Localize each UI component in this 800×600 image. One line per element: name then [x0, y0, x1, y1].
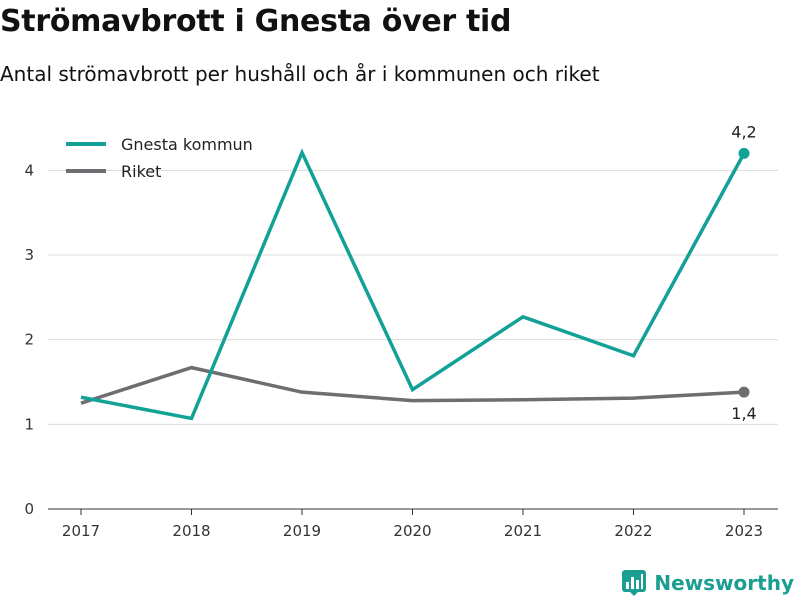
y-tick-label: 2 — [24, 331, 34, 349]
chart-title: Strömavbrott i Gnesta över tid — [0, 4, 512, 39]
x-tick-label: 2018 — [172, 522, 210, 540]
brand-name: Newsworthy — [654, 571, 794, 595]
y-tick-label: 4 — [24, 161, 34, 179]
x-axis: 2017 2018 2019 2020 2021 2022 2023 — [48, 508, 778, 540]
y-axis: 0 1 2 3 4 — [24, 161, 34, 518]
legend-label: Gnesta kommun — [121, 135, 253, 154]
chart-subtitle: Antal strömavbrott per hushåll och år i … — [0, 62, 600, 86]
brand-logo: Newsworthy — [622, 570, 794, 596]
series-line-gnesta-kommun — [80, 148, 746, 421]
series-lines: 1,4 4,2 — [80, 122, 757, 423]
y-tick-label: 0 — [24, 500, 34, 518]
legend-label: Riket — [121, 162, 161, 181]
x-tick-label: 2017 — [62, 522, 100, 540]
end-value-label: 4,2 — [731, 122, 756, 141]
newsworthy-logo-icon — [622, 570, 647, 596]
x-tick-label: 2023 — [725, 522, 763, 540]
x-tick-label: 2021 — [504, 522, 542, 540]
y-tick-label: 1 — [24, 415, 34, 433]
x-tick-label: 2022 — [614, 522, 652, 540]
legend: Gnesta kommun Riket — [66, 135, 253, 181]
end-point-marker — [738, 386, 750, 398]
series-line-riket — [80, 365, 745, 405]
end-value-label: 1,4 — [731, 404, 756, 423]
x-tick-label: 2020 — [393, 522, 431, 540]
end-point-marker — [738, 147, 750, 159]
grid-lines — [48, 169, 778, 425]
x-tick-label: 2019 — [283, 522, 321, 540]
y-tick-label: 3 — [24, 246, 34, 264]
